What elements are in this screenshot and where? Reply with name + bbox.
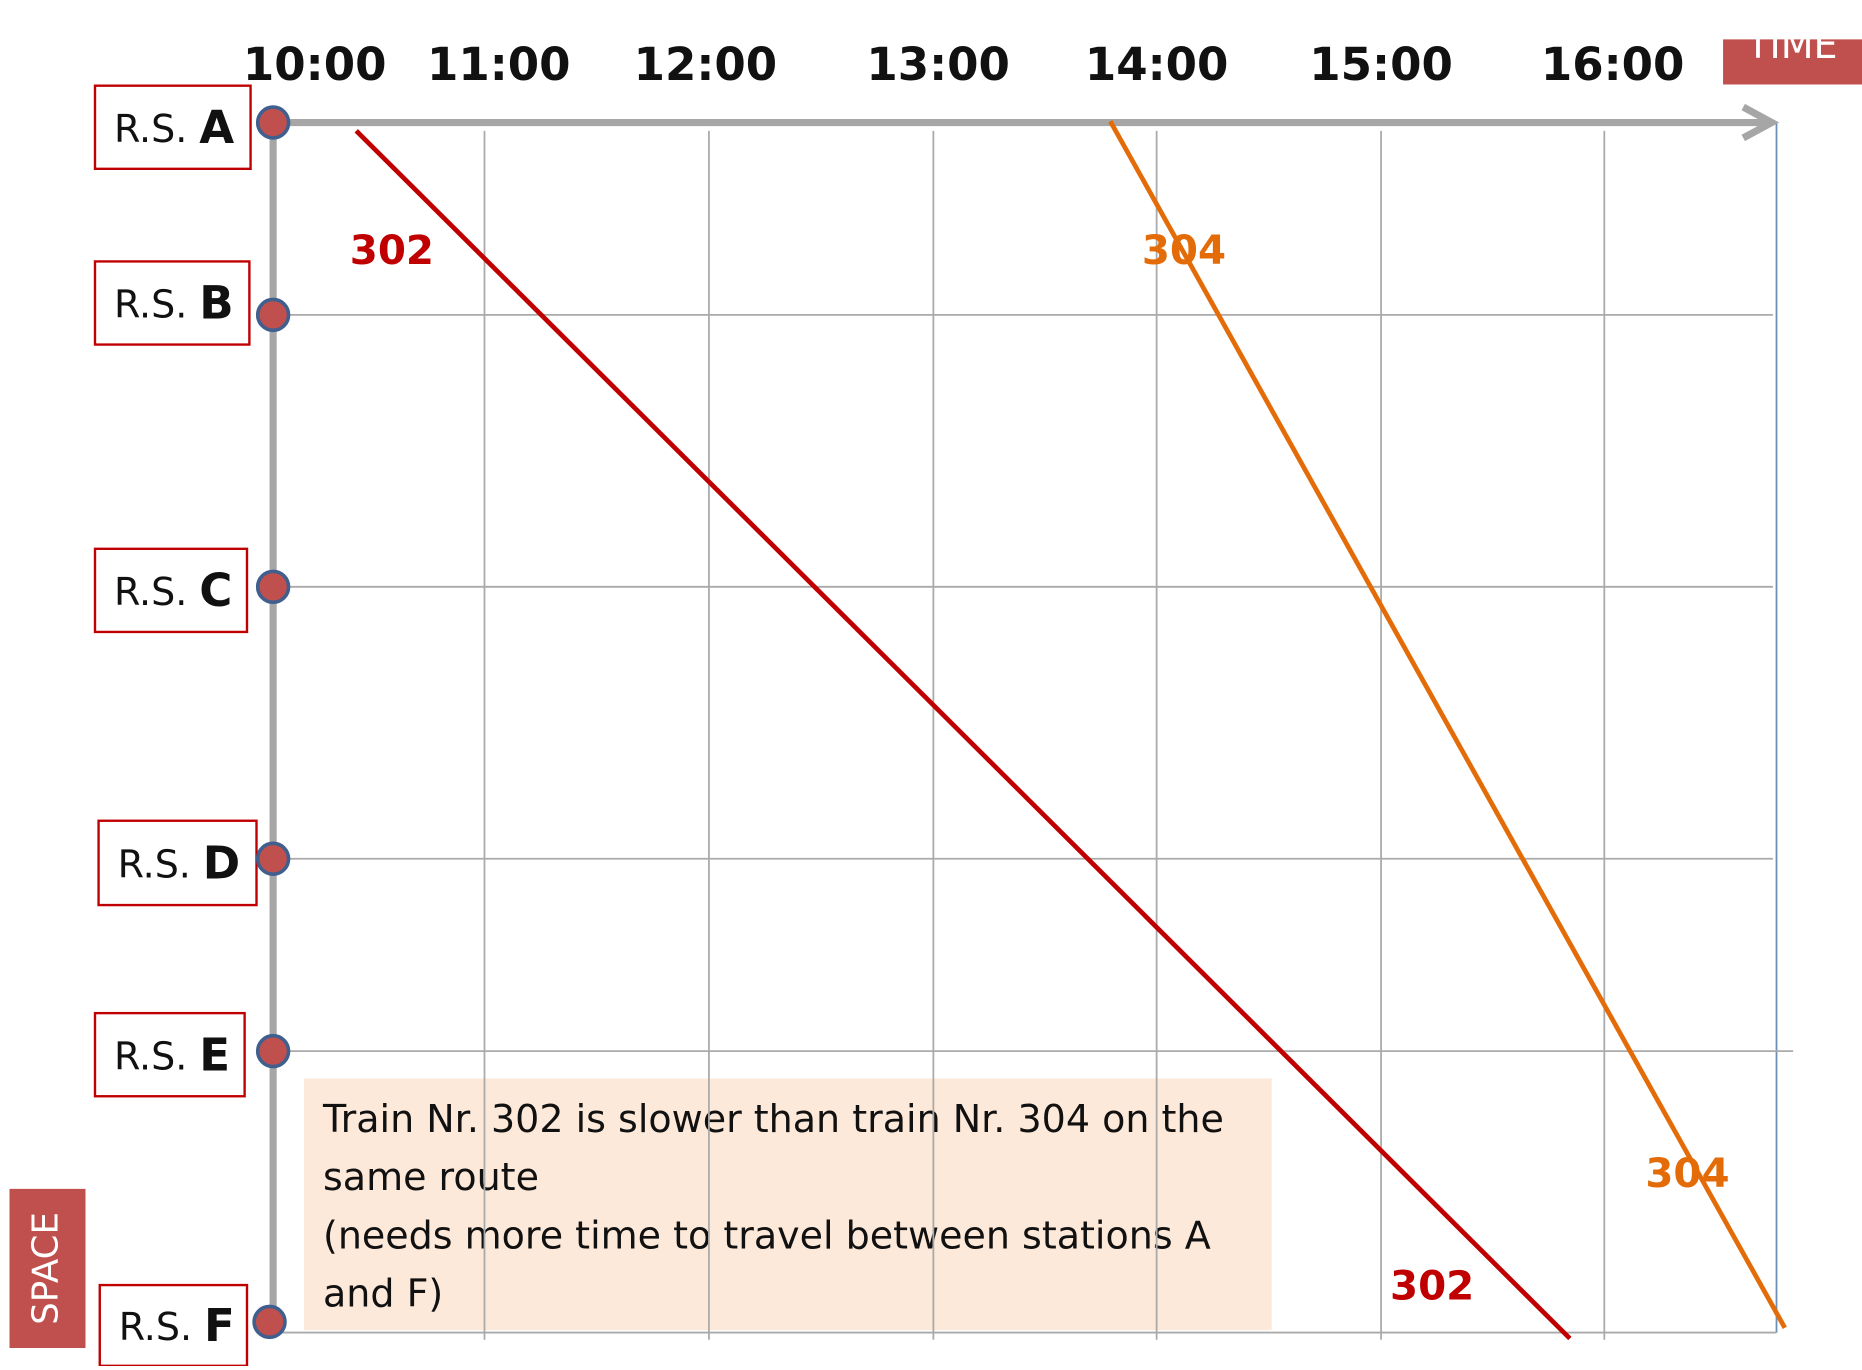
station-label: R.S. B bbox=[114, 277, 234, 330]
station-prefix: R.S. bbox=[119, 1305, 192, 1349]
station-letter: E bbox=[199, 1028, 230, 1081]
station-prefix: R.S. bbox=[114, 106, 187, 150]
station-box bbox=[93, 260, 251, 346]
time-label: 15:00 bbox=[1309, 38, 1453, 91]
time-label: 11:00 bbox=[427, 38, 571, 91]
station-box bbox=[93, 1011, 246, 1098]
station-letter: F bbox=[204, 1299, 235, 1352]
space-axis-label: SPACE bbox=[25, 1212, 66, 1325]
space-box bbox=[9, 1188, 86, 1348]
train-label: 304 bbox=[1645, 1150, 1729, 1197]
train-line bbox=[1108, 120, 1787, 1329]
station-label: R.S. D bbox=[118, 836, 241, 889]
station-dot bbox=[255, 841, 291, 876]
time-label: 14:00 bbox=[1085, 38, 1229, 91]
train-label: 304 bbox=[1142, 227, 1226, 274]
train-label: 302 bbox=[350, 227, 434, 274]
note-box: Train Nr. 302 is slower than train Nr. 3… bbox=[304, 1078, 1272, 1331]
station-label: R.S. E bbox=[114, 1028, 230, 1081]
station-dot bbox=[255, 569, 291, 605]
train-label: 302 bbox=[1390, 1263, 1474, 1310]
station-letter: C bbox=[199, 564, 232, 617]
note: Train Nr. 302 is slower than train Nr. 3… bbox=[304, 1078, 1272, 1331]
time-axis-label: TIME bbox=[1745, 23, 1837, 67]
time-box bbox=[1723, 39, 1862, 85]
station-prefix: R.S. bbox=[114, 1034, 187, 1078]
train-line bbox=[354, 129, 1572, 1341]
station-dot bbox=[252, 1304, 287, 1340]
station-dot bbox=[255, 297, 291, 333]
station-label: R.S. C bbox=[114, 564, 232, 617]
time-label: 10:00 bbox=[243, 38, 387, 91]
station-box bbox=[97, 819, 258, 907]
station-letter: B bbox=[199, 277, 233, 330]
station-letter: A bbox=[199, 101, 234, 154]
time-label: 12:00 bbox=[634, 38, 778, 91]
station-dot bbox=[255, 105, 291, 140]
station-box bbox=[93, 84, 252, 170]
station-label: R.S. A bbox=[114, 101, 234, 154]
note-text: Train Nr. 302 is slower than train Nr. 3… bbox=[323, 1096, 1224, 1200]
time-arrow bbox=[1741, 103, 1780, 142]
station-box bbox=[93, 547, 249, 634]
station-prefix: R.S. bbox=[114, 282, 187, 326]
time-label: 16:00 bbox=[1541, 38, 1685, 91]
station-prefix: R.S. bbox=[118, 842, 191, 886]
station-letter: D bbox=[203, 836, 240, 889]
station-dot bbox=[255, 1033, 291, 1069]
station-box bbox=[98, 1283, 249, 1367]
note-text: (needs more time to travel between stati… bbox=[323, 1212, 1211, 1316]
time-label: 13:00 bbox=[866, 38, 1010, 91]
station-label: R.S. F bbox=[119, 1299, 235, 1352]
station-prefix: R.S. bbox=[114, 569, 187, 613]
